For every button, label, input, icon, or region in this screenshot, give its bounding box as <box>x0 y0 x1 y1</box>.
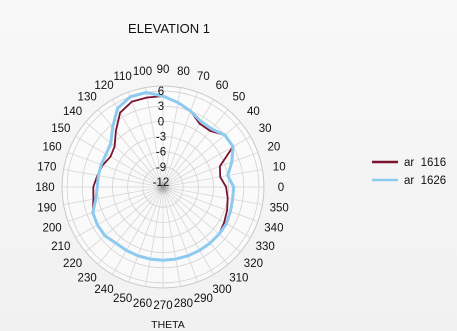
angle-tick-label: 80 <box>177 66 190 78</box>
angle-tick-label: 140 <box>63 106 82 118</box>
grid-spoke <box>162 186 181 287</box>
angle-tick-label: 280 <box>174 298 193 310</box>
series-group <box>91 91 236 262</box>
grid-spoke <box>85 186 164 253</box>
grid-spoke <box>162 186 241 253</box>
angle-tick-label: 340 <box>264 222 283 234</box>
grid-spoke <box>145 186 164 287</box>
angle-tick-label: 120 <box>94 80 113 92</box>
legend-label: ar 1626 <box>404 175 446 187</box>
radial-tick-label: 3 <box>158 101 164 113</box>
angle-tick-label: 100 <box>133 66 152 78</box>
angle-tick-label: 270 <box>153 300 172 312</box>
grid-spoke <box>85 121 164 188</box>
grid-spoke <box>128 91 164 188</box>
radial-tick-label: -9 <box>156 162 166 174</box>
grid-spoke <box>162 186 229 265</box>
angle-tick-label: 250 <box>113 293 132 305</box>
radial-tick-label: -6 <box>156 147 166 159</box>
angle-tick-label: 50 <box>232 92 245 104</box>
radial-tick-label: -12 <box>153 177 170 189</box>
series-line-1 <box>91 91 236 262</box>
angle-axis-label: THETA <box>151 319 185 331</box>
angle-tick-label: 310 <box>229 272 248 284</box>
angle-tick-label: 290 <box>194 293 213 305</box>
angle-tick-label: 350 <box>270 202 289 214</box>
grid-spoke <box>63 169 164 188</box>
grid-spoke <box>97 109 164 188</box>
grid-spoke <box>67 152 164 188</box>
angle-tick-label: 260 <box>133 298 152 310</box>
angle-tick-label: 220 <box>63 258 82 270</box>
grid-spoke <box>162 121 241 188</box>
grid-spoke <box>162 136 251 188</box>
center-marker <box>152 176 174 198</box>
grid-spoke <box>162 186 198 283</box>
grid-spoke <box>162 109 229 188</box>
angle-tick-label: 300 <box>212 284 231 296</box>
grid-spoke <box>75 136 164 188</box>
grid-spoke <box>67 186 164 222</box>
angle-tick-label: 160 <box>43 142 62 154</box>
chart-title: ELEVATION 1 <box>128 21 210 36</box>
grid-spoke <box>97 186 164 265</box>
angle-tick-label: 110 <box>113 71 131 83</box>
angle-tick-label: 130 <box>78 92 97 104</box>
radial-tick-label: -3 <box>156 132 166 144</box>
angle-tick-label: 200 <box>43 222 62 234</box>
angle-tick-label: 0 <box>278 182 284 194</box>
grid-spoke <box>75 186 164 238</box>
angle-tick-label: 170 <box>37 162 56 174</box>
angle-tick-label: 20 <box>267 142 280 154</box>
radial-tick-label: 0 <box>158 116 164 128</box>
angle-tick-label: 330 <box>256 241 275 253</box>
legend: ar 1616 ar 1626 <box>372 157 446 187</box>
grid-spoke <box>128 186 164 283</box>
radial-tick-labels: 6 3 0 -3 -6 -9 -12 <box>153 86 170 189</box>
angle-tick-label: 240 <box>94 284 113 296</box>
angle-tick-label: 150 <box>51 123 70 135</box>
angle-tick-label: 60 <box>216 80 229 92</box>
angle-tick-label: 10 <box>273 162 286 174</box>
angle-tick-label: 30 <box>259 123 272 135</box>
grid-spoke <box>145 87 164 188</box>
legend-label: ar 1616 <box>404 157 446 169</box>
grid-spoke <box>162 186 259 222</box>
angle-tick-labels: 0102030405060708090100110120130140150160… <box>35 64 288 312</box>
angle-tick-label: 40 <box>247 106 260 118</box>
grid-spoke <box>112 99 164 188</box>
angle-tick-label: 70 <box>197 71 210 83</box>
angle-tick-label: 210 <box>51 241 70 253</box>
angle-tick-label: 320 <box>244 258 263 270</box>
grid-spoke <box>112 186 164 275</box>
grid-spoke <box>162 99 214 188</box>
radial-tick-label: 6 <box>158 86 164 98</box>
grid-spoke <box>162 91 198 188</box>
grid-spoke <box>162 186 214 275</box>
angle-tick-label: 180 <box>35 182 54 194</box>
grid-spoke <box>63 186 164 205</box>
grid-spoke <box>162 186 263 205</box>
grid-spoke <box>162 186 251 238</box>
grid-spoke <box>162 152 259 188</box>
angle-tick-label: 190 <box>37 202 56 214</box>
grid-spoke <box>162 169 263 188</box>
angle-tick-label: 90 <box>157 64 170 76</box>
angle-tick-label: 230 <box>78 272 97 284</box>
